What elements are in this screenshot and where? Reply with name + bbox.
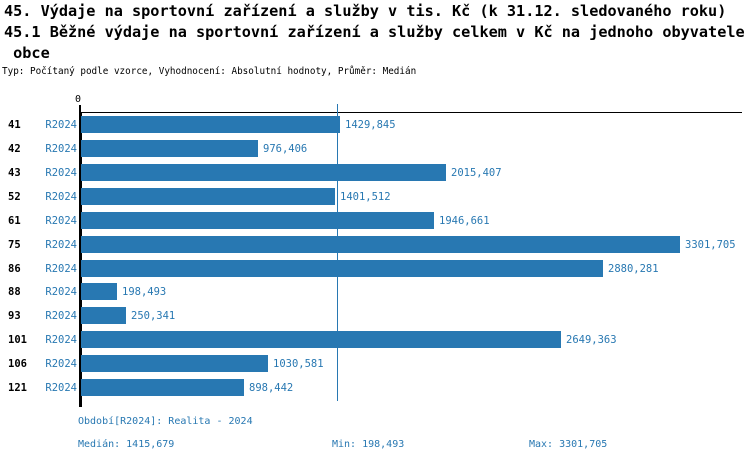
row-series-label: R2024 [45,382,77,395]
row-value-label: 1030,581 [272,352,325,377]
chart-row: 121 R2024 898,442 [0,376,750,401]
row-category-label: 75 [8,238,21,251]
row-category-label: 52 [8,190,21,203]
chart-row: 88 R2024 198,493 [0,280,750,305]
row-category-label: 61 [8,214,21,227]
row-series-label: R2024 [45,262,77,275]
row-bar [81,307,126,325]
row-value-label: 3301,705 [684,232,737,257]
chart-row: 42 R2024 976,406 [0,136,750,161]
row-category-label: 93 [8,310,21,323]
row-bar [81,116,340,133]
row-bar [81,283,117,301]
row-bar [81,139,258,157]
x-axis-top-line [79,112,742,113]
row-bar [81,331,561,349]
footer-median-stat: Medián: 1415,679 [78,439,175,450]
row-value-label: 1401,512 [339,184,392,209]
chart-row: 86 R2024 2880,281 [0,256,750,281]
chart-row: 101 R2024 2649,363 [0,328,750,353]
chart-row: 43 R2024 2015,407 [0,160,750,185]
row-series-label: R2024 [45,286,77,299]
row-category-label: 88 [8,286,21,299]
row-category-label: 43 [8,166,21,179]
row-category-label: 41 [8,119,21,131]
y-axis-line [79,112,82,407]
chart-rows: 41 R2024 1429,845 42 R2024 976,406 43 R2024 2015… [0,113,750,401]
row-series-label: R2024 [45,334,77,347]
row-series-label: R2024 [45,358,77,371]
chart-row: 61 R2024 1946,661 [0,208,750,233]
footer-min-stat: Min: 198,493 [332,439,405,450]
report-title-line2: 45.1 Běžné výdaje na sportovní zařízení … [4,23,745,41]
report-meta-line: Typ: Počítaný podle vzorce, Vyhodnocení:… [2,66,417,77]
row-value-label: 250,341 [130,304,177,329]
row-bar [81,235,680,253]
row-series-label: R2024 [45,214,77,227]
row-value-label: 2015,407 [450,160,503,185]
row-value-label: 198,493 [121,280,168,305]
row-category-label: 42 [8,142,21,155]
row-value-label: 898,442 [248,376,295,401]
chart-row: 41 R2024 1429,845 [0,113,750,137]
row-series-label: R2024 [45,119,77,131]
row-category-label: 101 [8,334,27,347]
row-value-label: 976,406 [262,136,309,161]
footer-period-label: Období[R2024]: Realita - 2024 [78,416,253,427]
row-bar [81,211,434,229]
row-value-label: 1429,845 [344,113,397,137]
row-category-label: 121 [8,382,27,395]
row-series-label: R2024 [45,310,77,323]
chart-row: 106 R2024 1030,581 [0,352,750,377]
row-bar [81,163,446,181]
report-title-line3: obce [4,44,50,62]
row-value-label: 1946,661 [438,208,491,233]
row-series-label: R2024 [45,190,77,203]
chart-row: 93 R2024 250,341 [0,304,750,329]
row-bar [81,187,335,205]
row-series-label: R2024 [45,238,77,251]
row-series-label: R2024 [45,142,77,155]
row-bar [81,379,244,397]
x-axis-zero-label: 0 [75,94,82,105]
chart-row: 52 R2024 1401,512 [0,184,750,209]
row-category-label: 106 [8,358,27,371]
chart-row: 75 R2024 3301,705 [0,232,750,257]
x-axis-zero-tick [79,105,81,112]
row-value-label: 2649,363 [565,328,618,353]
row-category-label: 86 [8,262,21,275]
row-bar [81,259,603,277]
footer-max-stat: Max: 3301,705 [529,439,608,450]
row-bar [81,355,268,373]
report-title-line1: 45. Výdaje na sportovní zařízení a služb… [4,2,727,20]
row-value-label: 2880,281 [607,256,660,281]
row-series-label: R2024 [45,166,77,179]
